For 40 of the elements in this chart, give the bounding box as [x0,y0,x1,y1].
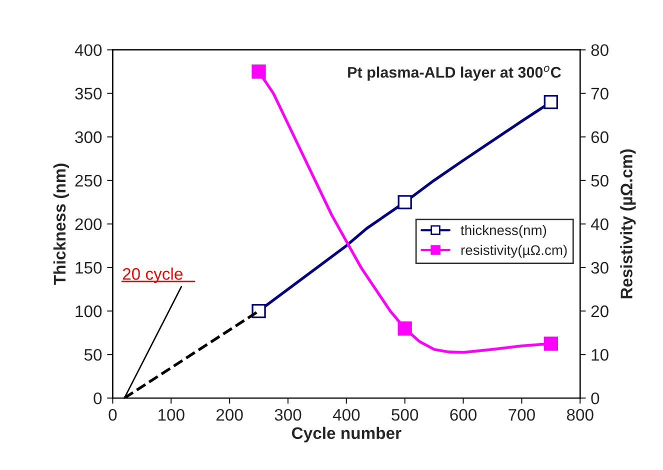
y2-tick-label: 60 [591,131,608,144]
y2-axis-title: Resistivity (µΩ.cm) [620,149,636,298]
y2-tick-label: 30 [591,262,608,274]
y-tick-label: 350 [75,88,102,100]
x-tick-label: 700 [508,408,535,421]
y-axis-title: Thickness (nm) [53,164,69,285]
y2-tick-label: 10 [592,348,608,361]
y-tick-label: 150 [76,262,102,274]
legend-label: resistivity(µΩ.cm) [461,244,567,258]
y2-tick-label: 50 [591,174,608,187]
x-tick-label: 0 [108,408,117,421]
x-axis-title: Cycle number [292,426,402,442]
x-tick-label: 600 [450,408,477,421]
y-tick-label: 200 [75,218,102,230]
y2-tick-label: 20 [591,305,608,318]
x-tick-label: 500 [392,408,418,421]
y-tick-label: 0 [94,392,102,404]
y2-tick-label: 0 [591,392,600,404]
y-tick-label: 250 [75,174,102,187]
y-tick-label: 300 [75,131,102,144]
x-tick-label: 400 [332,408,360,421]
annotation: 20 cycle [122,268,182,284]
y2-tick-label: 70 [591,88,608,100]
y2-tick-label: 40 [590,218,608,230]
legend-label: thickness(nm) [460,224,546,238]
point [544,336,558,351]
point [398,195,412,210]
x-tick-label: 100 [158,408,184,421]
point [252,64,266,79]
y2-tick-label: 80 [591,44,608,56]
x-tick-label: 800 [566,408,594,421]
x-tick-label: 200 [216,408,243,421]
x-tick-label: 300 [274,408,302,421]
point [544,94,558,110]
text: Pt plasma-ALD layer at 300$^{o}$C [348,66,561,81]
y-tick-label: 400 [74,44,102,56]
point [252,304,266,318]
y-tick-label: 100 [76,305,102,318]
y-tick-label: 50 [84,348,102,361]
point [398,321,412,336]
